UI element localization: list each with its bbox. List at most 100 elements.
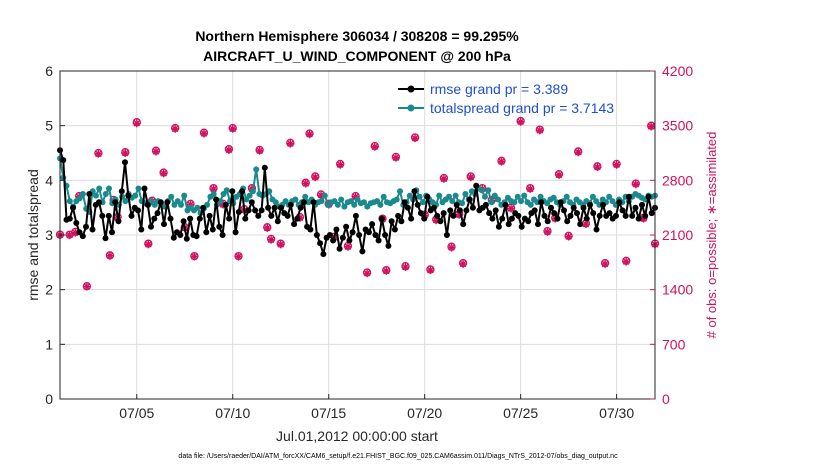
rmse-point [216, 223, 223, 230]
rmse-point [606, 210, 613, 217]
assimilated-point [426, 266, 435, 275]
totalspread-point [249, 188, 256, 195]
rmse-point [430, 204, 437, 211]
y-tick-label: 2 [45, 282, 53, 298]
totalspread-point [318, 198, 325, 205]
totalspread-point [491, 192, 498, 199]
rmse-point [434, 212, 441, 219]
totalspread-point [406, 192, 413, 199]
rmse-point [583, 215, 590, 222]
rmse-point [346, 237, 353, 244]
totalspread-point [514, 193, 521, 200]
y-tick-label: 1 [45, 336, 53, 352]
rmse-point [209, 226, 216, 233]
assimilated-point [516, 117, 525, 126]
rmse-point [629, 212, 636, 219]
chart-subtitle: AIRCRAFT_U_WIND_COMPONENT @ 200 hPa [203, 48, 511, 64]
rmse-point [450, 212, 457, 219]
rmse-point [118, 188, 125, 195]
rmse-point [294, 215, 301, 222]
totalspread-point [452, 192, 459, 199]
totalspread-point [106, 185, 112, 192]
rmse-point [336, 245, 343, 252]
assimilated-point [647, 122, 656, 131]
rmse-point [365, 229, 372, 236]
assimilated-point [343, 242, 352, 251]
rmse-point [463, 207, 470, 214]
rmse-point [437, 218, 444, 225]
y-tick-label: 5 [45, 118, 53, 134]
assimilated-point [351, 192, 360, 201]
assimilated-point [190, 252, 199, 261]
totalspread-point [377, 201, 384, 208]
rmse-point [642, 212, 649, 219]
rmse-point [203, 229, 210, 236]
rmse-point [473, 182, 480, 189]
totalspread-point [518, 198, 524, 205]
totalspread-point [488, 199, 495, 206]
assimilated-point [593, 163, 602, 172]
rmse-point [255, 212, 262, 219]
assimilated-point [382, 266, 391, 275]
totalspread-point [351, 201, 358, 208]
totalspread-point [485, 187, 492, 194]
assimilated-point [171, 124, 180, 133]
assimilated-point [401, 263, 410, 272]
rmse-point [574, 210, 580, 217]
rmse-point [89, 226, 96, 233]
rmse-point [242, 215, 249, 222]
rmse-point [372, 232, 379, 238]
rmse-point [616, 199, 623, 206]
y-right-tick-label: 3500 [662, 118, 693, 134]
totalspread-point [563, 193, 570, 200]
rmse-point [135, 207, 141, 214]
totalspread-point [338, 196, 345, 203]
rmse-point [648, 210, 655, 217]
rmse-point [122, 159, 128, 166]
rmse-point [626, 193, 632, 200]
assimilated-point [507, 204, 516, 213]
assimilated-point [466, 173, 475, 182]
rmse-point [561, 207, 567, 214]
rmse-point [411, 188, 418, 195]
assimilated-point [581, 220, 590, 229]
assimilated-point [151, 147, 160, 156]
rmse-series [57, 147, 658, 258]
totalspread-point [292, 196, 299, 203]
assimilated-point [391, 153, 400, 162]
rmse-point [60, 157, 67, 164]
totalspread-point [521, 192, 528, 199]
assimilated-point [639, 214, 648, 223]
rmse-point [600, 201, 606, 208]
assimilated-point [255, 146, 264, 155]
rmse-point [375, 237, 382, 244]
rmse-point [164, 199, 171, 206]
rmse-point [567, 212, 574, 219]
rmse-point [170, 234, 177, 241]
y-right-tick-label: 700 [662, 336, 686, 352]
rmse-point [587, 201, 593, 208]
assimilated-point [363, 269, 372, 278]
rmse-point [466, 196, 473, 203]
y-right-tick-label: 1400 [662, 282, 693, 298]
rmse-point [440, 210, 447, 217]
chart-title: Northern Hemisphere 306034 / 308208 = 99… [195, 28, 519, 44]
rmse-point [307, 226, 314, 233]
assimilated-point [311, 173, 320, 182]
rmse-point [505, 221, 512, 228]
rmse-point [278, 204, 285, 211]
legend-rmse-text: rmse grand pr = 3.389 [430, 81, 568, 97]
rmse-point [577, 221, 584, 228]
rmse-point [453, 201, 460, 208]
x-tick-label: 07/05 [119, 405, 154, 421]
totalspread-point [550, 194, 557, 201]
data-file-footnote: data file: /Users/raeder/DAI/ATM_forcXX/… [178, 453, 618, 460]
rmse-point [232, 229, 239, 236]
rmse-point [456, 207, 463, 214]
assimilated-point [535, 126, 544, 135]
y-right-tick-label: 4200 [662, 63, 693, 79]
y-axis-label: rmse and totalspread [25, 169, 41, 301]
totalspread-point [589, 193, 596, 200]
rmse-point [252, 207, 259, 214]
y-right-tick-label: 2100 [662, 227, 693, 243]
